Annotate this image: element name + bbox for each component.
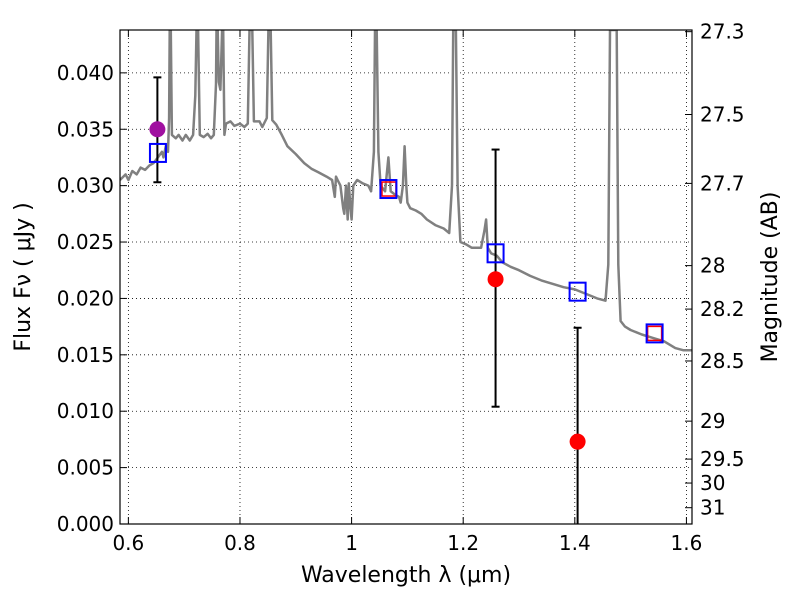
y2-tick-label: 29: [700, 409, 725, 433]
y2-tick-label: 31: [700, 496, 725, 520]
y-tick-label: 0.010: [57, 399, 114, 423]
y2-tick-label: 28: [700, 254, 725, 278]
spectrum-line: [120, 30, 692, 352]
y2-tick-label: 27.5: [700, 103, 745, 127]
x-tick-label: 1.6: [671, 531, 703, 555]
model-square-marker: [568, 281, 587, 302]
observed-point: [149, 121, 166, 138]
observed-point: [569, 433, 586, 450]
y-tick-label: 0.005: [57, 456, 114, 480]
y-tick-label: 0.030: [57, 174, 114, 198]
y-tick-label: 0.000: [57, 512, 114, 536]
axis-ticks: [120, 30, 692, 525]
x-tick-label: 1.2: [447, 531, 479, 555]
y-tick-label: 0.025: [57, 230, 114, 254]
y2-tick-label: 27.3: [700, 20, 745, 44]
y-tick-label: 0.040: [57, 61, 114, 85]
y-tick-label: 0.020: [57, 286, 114, 310]
y-tick-label: 0.035: [57, 117, 114, 141]
x-tick-label: 1: [345, 531, 358, 555]
y2-tick-label: 27.7: [700, 171, 745, 195]
y2-tick-label: 28.2: [700, 297, 745, 321]
y2-tick-label: 28.5: [700, 349, 745, 373]
y-axis-title: Flux Fν ( μJy ): [11, 202, 36, 351]
y2-axis-title: Magnitude (AB): [758, 192, 783, 363]
model-square-marker: [379, 179, 398, 200]
observed-point: [487, 271, 504, 288]
tick-labels: 0.6 0.8 1 1.2 1.4 1.6 0.000 0.005 0.010 0.015 0.02…: [57, 20, 745, 555]
x-tick-label: 1.4: [559, 531, 591, 555]
model-square-marker: [645, 323, 664, 344]
spectrum-series: [120, 30, 692, 352]
plot-frame: [119, 29, 693, 525]
x-tick-label: 0.6: [112, 531, 144, 555]
y2-tick-label: 30: [700, 471, 725, 495]
data-markers: [148, 121, 664, 450]
x-tick-label: 0.8: [224, 531, 256, 555]
x-axis-title: Wavelength λ (μm): [301, 563, 511, 588]
y2-tick-label: 29.5: [700, 447, 745, 471]
model-square-marker: [486, 243, 505, 264]
model-square-marker: [148, 142, 167, 163]
y-tick-label: 0.015: [57, 343, 114, 367]
